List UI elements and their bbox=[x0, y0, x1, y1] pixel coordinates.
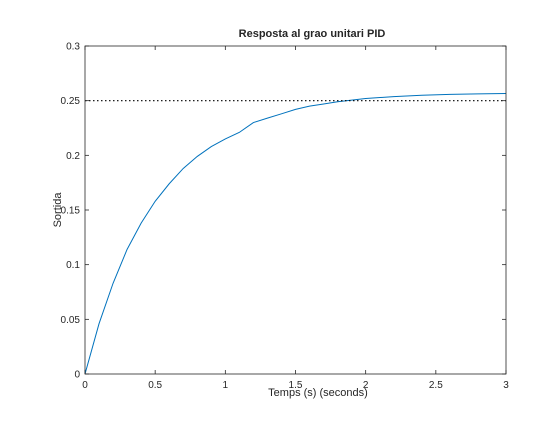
x-tick-label: 1.5 bbox=[289, 380, 303, 391]
y-tick-label: 0 bbox=[74, 370, 80, 381]
x-tick-label: 1 bbox=[223, 380, 229, 391]
y-axis-label: Sortida bbox=[52, 192, 64, 228]
x-tick-label: 0 bbox=[82, 380, 88, 391]
x-tick-label: 2 bbox=[363, 380, 369, 391]
y-tick-label: 0.3 bbox=[66, 42, 80, 53]
chart-title: Resposta al grao unitari PID bbox=[239, 28, 386, 40]
y-tick-label: 0.25 bbox=[61, 96, 81, 107]
x-tick-label: 3 bbox=[503, 380, 509, 391]
y-tick-label: 0.1 bbox=[66, 260, 80, 271]
y-tick-label: 0.15 bbox=[61, 206, 81, 217]
y-tick-label: 0.2 bbox=[66, 151, 80, 162]
x-tick-label: 2.5 bbox=[429, 380, 443, 391]
x-axis-label: Temps (s) (seconds) bbox=[268, 387, 368, 399]
y-tick-label: 0.05 bbox=[61, 315, 81, 326]
x-tick-label: 0.5 bbox=[148, 380, 162, 391]
plot-area-background bbox=[85, 46, 506, 374]
response-series-line bbox=[84, 93, 507, 375]
